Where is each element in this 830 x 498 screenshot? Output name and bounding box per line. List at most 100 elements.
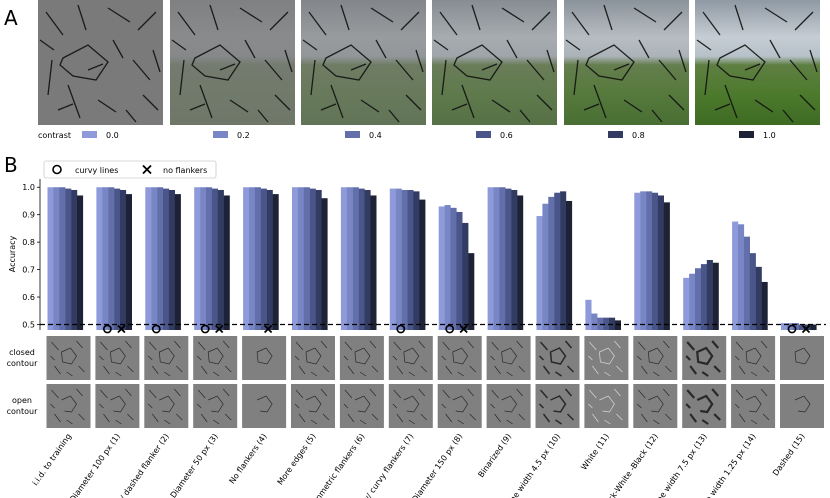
bar <box>96 187 103 330</box>
curvy-lines-marker <box>151 324 161 334</box>
closed-contour-label-line2: contour <box>7 359 38 368</box>
closed-contour-thumbnail <box>144 336 189 380</box>
contrast-value-label: 1.0 <box>763 131 776 140</box>
bar <box>108 187 115 330</box>
bar <box>487 187 494 330</box>
closed-contour-thumbnail <box>780 336 824 380</box>
category-label: White (11) <box>579 432 611 472</box>
bar <box>321 198 328 330</box>
bar <box>493 187 500 330</box>
open-contour-thumbnail <box>486 384 531 428</box>
category-label: No flankers (4) <box>227 432 268 486</box>
open-contour-thumbnail <box>633 384 678 428</box>
contrast-swatch <box>213 131 228 138</box>
closed-contour-thumbnail <box>388 336 433 380</box>
bar <box>102 187 109 330</box>
category-label: Dashed (15) <box>771 432 807 478</box>
bar <box>755 266 762 330</box>
bar <box>609 317 616 330</box>
contrast-tile <box>432 0 557 125</box>
contrast-swatch <box>608 131 623 138</box>
category-label: w/ curvy flankers (7) <box>361 432 416 498</box>
curvy-lines-marker <box>445 324 455 334</box>
open-contour-thumbnail <box>780 384 824 428</box>
bar <box>542 203 549 330</box>
bar <box>53 187 60 330</box>
bar <box>249 187 256 330</box>
bar <box>297 187 304 330</box>
bar <box>640 191 647 330</box>
closed-contour-thumbnail <box>46 336 91 380</box>
stimulus-thumbnails <box>46 336 824 428</box>
y-tick-label: 0.8 <box>22 238 35 247</box>
bar <box>706 259 713 330</box>
y-axis-label: Accuracy <box>8 235 17 272</box>
category-label: Diameter 150 px (8) <box>410 432 464 498</box>
bar <box>370 195 377 330</box>
contrast-image-strip <box>38 0 820 125</box>
contrast-tile <box>564 0 689 125</box>
closed-contour-thumbnail <box>95 336 140 380</box>
no-flankers-marker <box>117 324 126 334</box>
bar <box>254 187 261 330</box>
closed-contour-thumbnail <box>193 336 238 380</box>
bar <box>646 191 653 330</box>
marker-legend-box <box>43 160 217 179</box>
bar <box>125 194 132 330</box>
contrast-value-label: 0.2 <box>237 131 250 140</box>
bar <box>114 188 121 330</box>
bar <box>548 196 555 330</box>
y-tick-label: 0.7 <box>22 266 35 275</box>
curvy-lines-marker <box>396 324 406 334</box>
bar <box>389 188 396 330</box>
bar <box>413 191 420 330</box>
bar <box>151 187 158 330</box>
contrast-label: contrast <box>38 131 71 140</box>
contrast-tile <box>301 0 426 125</box>
panel-a-letter: A <box>4 6 18 30</box>
category-label: Diameter 100 px (1) <box>68 432 122 498</box>
curvy-lines-legend-marker <box>52 164 62 175</box>
contrast-value-label: 0.4 <box>369 131 382 140</box>
bar <box>266 189 273 330</box>
bar <box>810 324 817 330</box>
bar <box>695 268 702 330</box>
bar <box>65 188 72 330</box>
category-label: Binarized (9) <box>476 432 513 479</box>
bar <box>346 187 353 330</box>
bar <box>71 189 78 330</box>
category-label: w/ dashed flanker (2) <box>115 432 171 498</box>
closed-contour-thumbnail <box>633 336 678 380</box>
bar <box>683 277 690 330</box>
panel-b-letter: B <box>4 153 18 177</box>
bar <box>292 187 299 330</box>
open-contour-thumbnail <box>584 384 629 428</box>
closed-contour-thumbnail <box>486 336 531 380</box>
open-contour-thumbnail <box>535 384 580 428</box>
open-contour-thumbnail <box>339 384 384 428</box>
category-label: Diameter 50 px (3) <box>169 432 220 498</box>
contrast-tile <box>170 0 295 125</box>
curvy-lines-marker <box>200 324 210 334</box>
category-label: Line width 7.5 px (13) <box>651 432 709 498</box>
bar <box>77 195 84 330</box>
bar <box>401 189 408 330</box>
bar <box>689 273 696 330</box>
bar <box>145 187 152 330</box>
open-contour-thumbnail <box>193 384 238 428</box>
bar <box>657 195 664 330</box>
bar <box>303 187 310 330</box>
bar <box>47 187 54 330</box>
bar <box>168 189 175 330</box>
bar <box>200 187 207 330</box>
no-flankers-legend-label: no flankers <box>163 166 207 175</box>
y-tick-label: 0.6 <box>22 293 35 302</box>
bar <box>761 281 768 330</box>
no-flankers-marker <box>801 324 811 334</box>
bar <box>738 224 745 330</box>
category-label: Line width 1.25 px (14) <box>697 432 758 498</box>
marker-legend: curvy lines no flankers <box>43 160 217 179</box>
bar <box>603 317 610 330</box>
contrast-swatch <box>739 131 754 138</box>
